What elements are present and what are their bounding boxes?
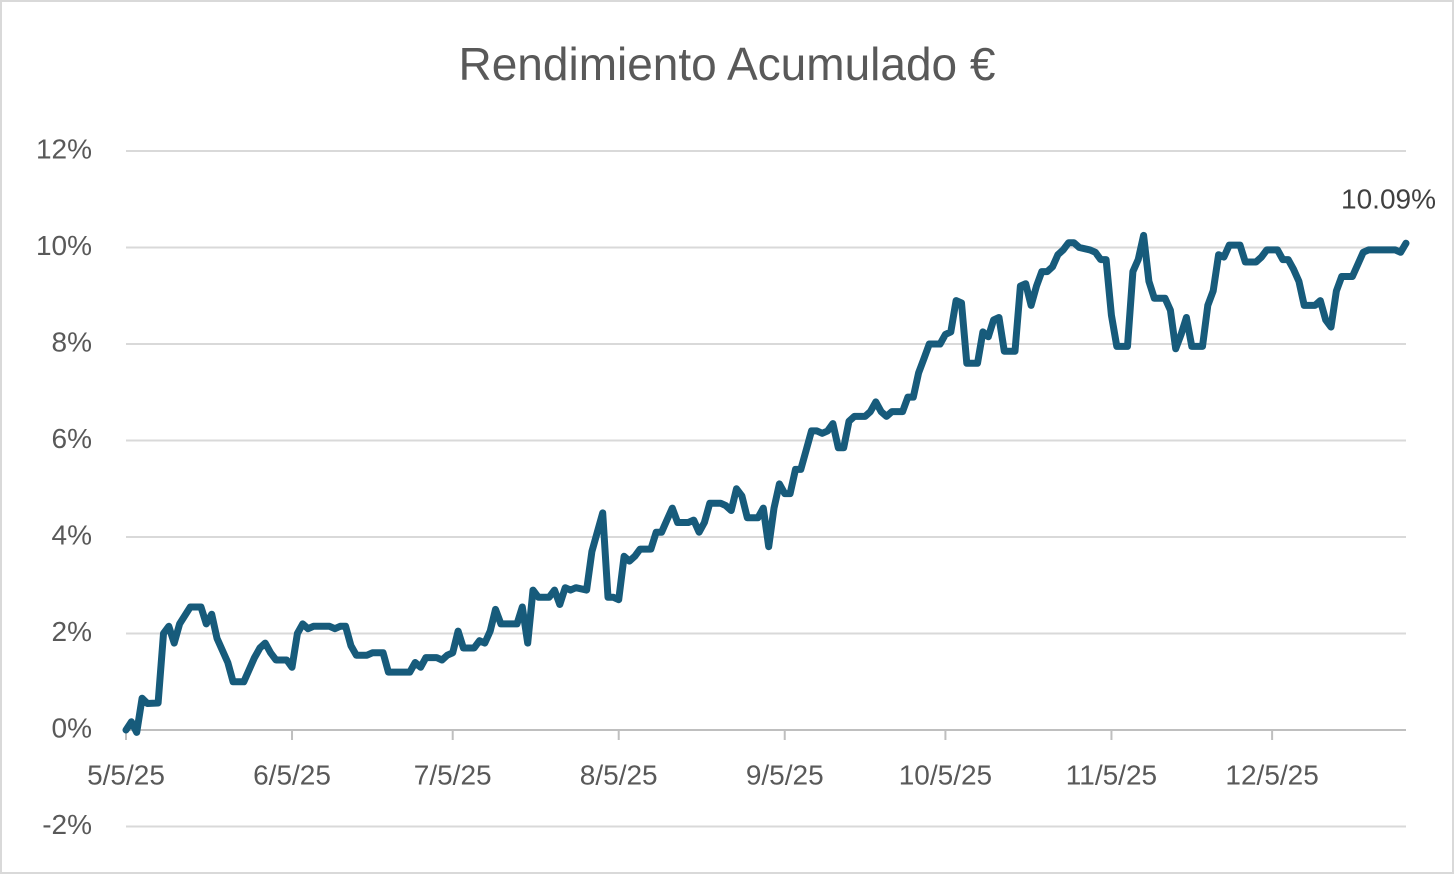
y-tick-label: 12% bbox=[36, 133, 92, 164]
x-tick-label: 5/5/25 bbox=[87, 759, 165, 790]
x-tick-label: 7/5/25 bbox=[414, 759, 492, 790]
data-line bbox=[122, 231, 1410, 736]
x-tick-label: 9/5/25 bbox=[746, 759, 824, 790]
x-tick-label: 10/5/25 bbox=[899, 759, 992, 790]
y-tick-label: 0% bbox=[52, 712, 92, 743]
x-tick-label: 12/5/25 bbox=[1225, 759, 1318, 790]
y-tick-label: -2% bbox=[42, 809, 92, 840]
y-tick-label: 8% bbox=[52, 326, 92, 357]
x-tick-label: 8/5/25 bbox=[580, 759, 658, 790]
x-tick-label: 11/5/25 bbox=[1066, 759, 1157, 790]
chart-title: Rendimiento Acumulado € bbox=[459, 38, 996, 90]
x-tick-label: 6/5/25 bbox=[253, 759, 331, 790]
y-tick-label: 2% bbox=[52, 616, 92, 647]
y-tick-label: 6% bbox=[52, 423, 92, 454]
y-tick-label: 4% bbox=[52, 519, 92, 550]
end-label: 10.09% bbox=[1341, 184, 1436, 215]
y-tick-label: 10% bbox=[36, 230, 92, 261]
